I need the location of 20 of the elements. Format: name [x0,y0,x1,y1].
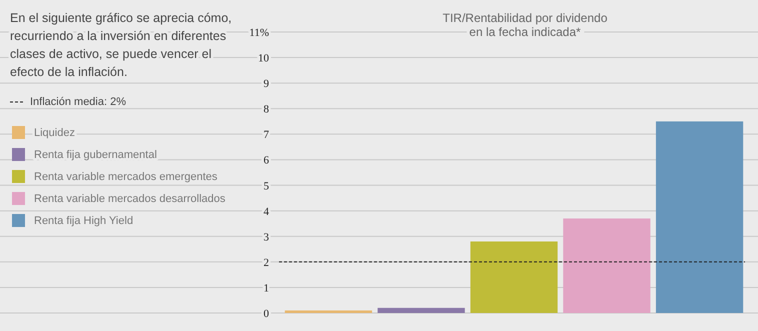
y-tick-label: 8 [264,104,270,116]
y-tick-label: 0 [264,308,270,320]
y-tick-label: 2 [264,256,269,269]
legend-label: Renta variable mercados desarrollados [34,193,226,205]
chart-title: TIR/Rentabilidad por dividendo en la fecha indicada* [442,11,608,39]
legend-label: Liquidez [34,127,75,139]
y-tick-label: 5 [264,180,270,192]
legend-label: Renta variable mercados emergentes [34,171,218,183]
y-tick-label: 4 [264,206,270,218]
legend-label: Renta fija gubernamental [34,149,157,161]
y-tick-label: 7 [264,129,270,142]
y-tick-label: 6 [264,154,270,167]
y-tick-label: 3 [264,231,270,244]
y-tick-label: 9 [264,78,270,90]
legend-label: Renta fija High Yield [34,215,134,227]
y-tick-label: 10 [258,52,270,65]
legend-label: Inflación media: 2% [30,96,126,108]
y-tick-label: 1 [264,282,269,294]
text: En el siguiente gráfico se aprecia cómo, recurriendo a la inversión en diferentes clases de activo, se puede vencer el efecto de la inflación. [10,11,232,79]
y-tick-label: 11% [249,27,269,39]
